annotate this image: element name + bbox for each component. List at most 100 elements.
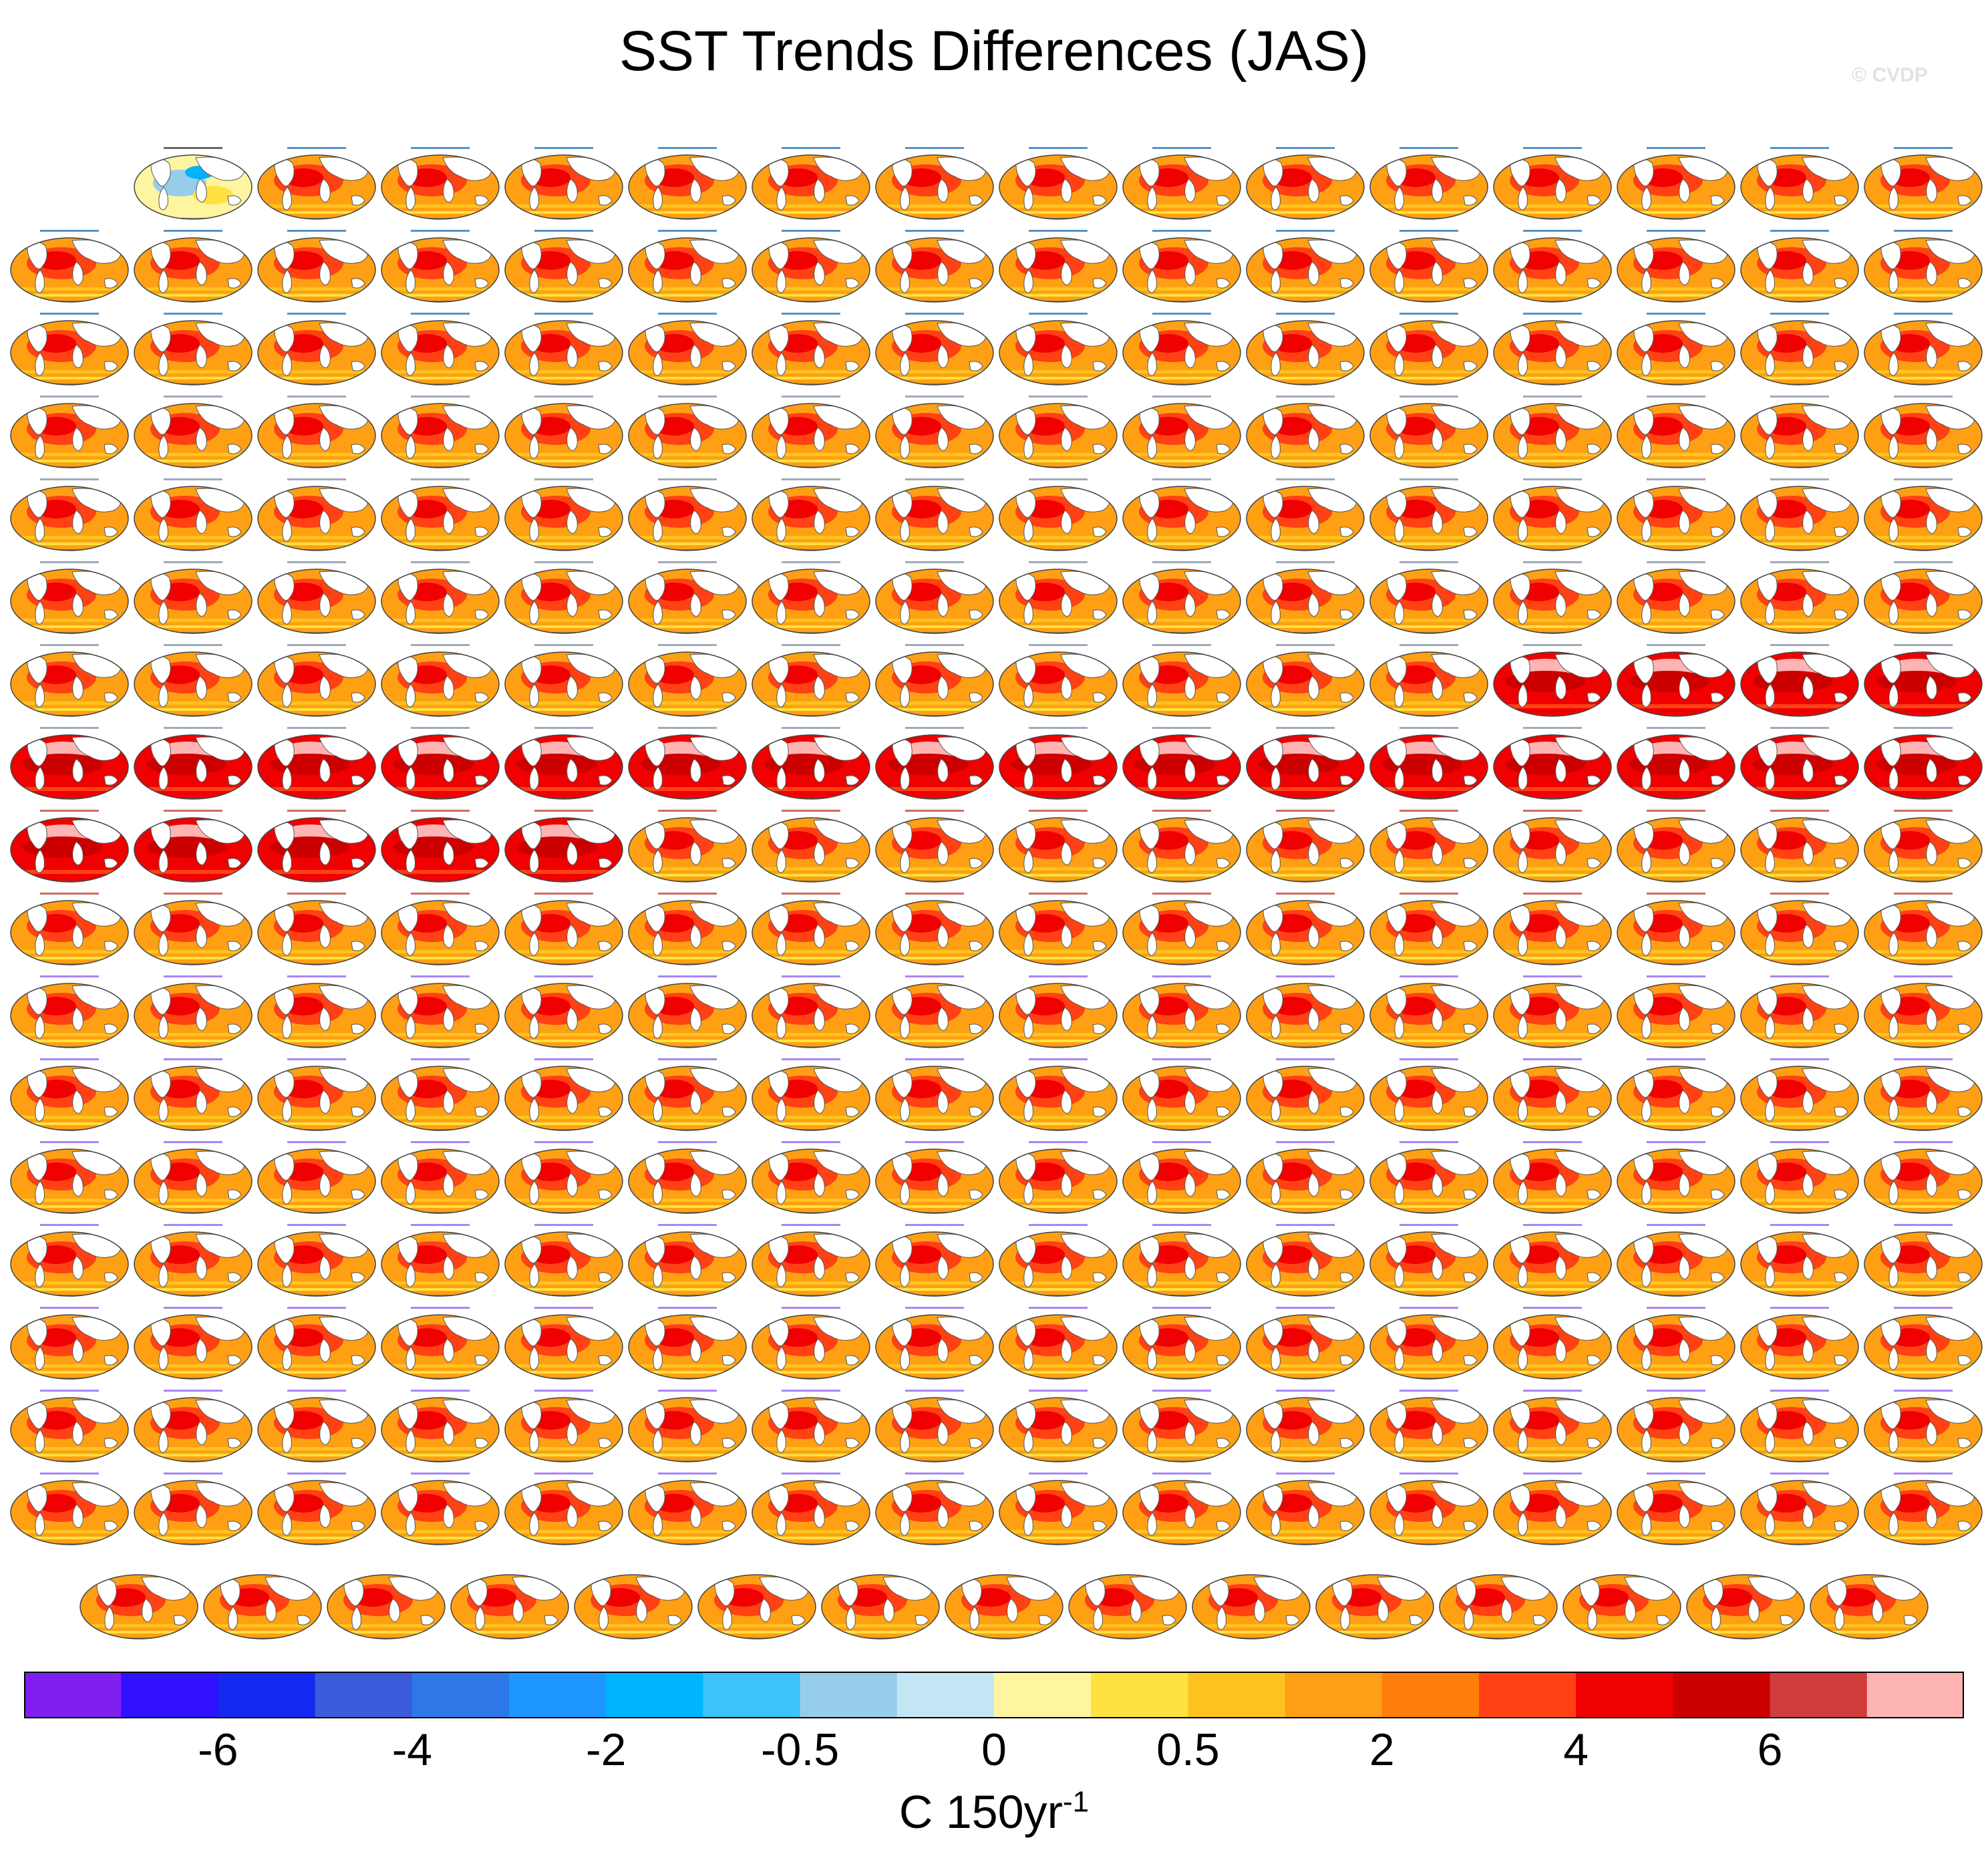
panel-title bbox=[40, 561, 99, 563]
panel-title bbox=[1399, 727, 1458, 729]
panel-title bbox=[534, 1472, 593, 1474]
panel-title bbox=[1523, 644, 1582, 646]
panel-title bbox=[658, 810, 717, 812]
panel-title bbox=[411, 313, 470, 315]
map-panel bbox=[1864, 1390, 1983, 1462]
map-panel bbox=[628, 1307, 747, 1380]
panel-title bbox=[1276, 644, 1335, 646]
map-panel bbox=[504, 893, 623, 965]
map-panel bbox=[504, 1058, 623, 1131]
map-panel bbox=[574, 1574, 693, 1640]
panel-title bbox=[782, 810, 840, 812]
panel-title bbox=[164, 561, 222, 563]
panel-title bbox=[40, 230, 99, 232]
map-panel bbox=[628, 1141, 747, 1214]
map-panel bbox=[1369, 147, 1488, 220]
map-panel bbox=[875, 478, 994, 551]
panel-title bbox=[1152, 1307, 1211, 1309]
panel-title bbox=[287, 727, 346, 729]
panel-title bbox=[1770, 313, 1829, 315]
panel-title bbox=[411, 396, 470, 398]
map-panel bbox=[1369, 1307, 1488, 1380]
panel-title bbox=[534, 1307, 593, 1309]
map-panel bbox=[381, 810, 500, 883]
panel-title bbox=[1770, 975, 1829, 977]
map-panel bbox=[1246, 975, 1365, 1048]
map-panel bbox=[752, 230, 870, 303]
panel-title bbox=[1399, 230, 1458, 232]
map-panel bbox=[999, 1058, 1118, 1131]
panel-title bbox=[164, 396, 222, 398]
panel-title bbox=[1770, 810, 1829, 812]
panel-title bbox=[1399, 313, 1458, 315]
panel-title bbox=[905, 313, 964, 315]
colorbar-swatch bbox=[1188, 1672, 1286, 1718]
panel-title bbox=[1152, 975, 1211, 977]
map-panel bbox=[134, 230, 253, 303]
colorbar-swatch bbox=[1673, 1672, 1771, 1718]
map-panel bbox=[1246, 147, 1365, 220]
map-panel bbox=[257, 1224, 376, 1297]
map-panel bbox=[1315, 1574, 1434, 1640]
map-panel-grid bbox=[10, 147, 1983, 1640]
panel-title bbox=[1770, 1058, 1829, 1060]
map-panel bbox=[1192, 1574, 1311, 1640]
map-panel bbox=[945, 1574, 1063, 1640]
panel-title bbox=[1399, 1472, 1458, 1474]
panel-title bbox=[658, 561, 717, 563]
map-panel bbox=[1369, 644, 1488, 717]
colorbar-frame bbox=[24, 1672, 1964, 1718]
map-panel bbox=[134, 561, 253, 634]
map-panel bbox=[1122, 727, 1241, 800]
panel-title bbox=[1647, 727, 1705, 729]
panel-title bbox=[287, 561, 346, 563]
map-panel bbox=[1122, 147, 1241, 220]
map-panel bbox=[1122, 478, 1241, 551]
map-panel bbox=[1122, 1058, 1241, 1131]
panel-title bbox=[411, 1224, 470, 1226]
panel-title bbox=[164, 975, 222, 977]
map-panel bbox=[1740, 810, 1859, 883]
panel-title bbox=[1029, 810, 1088, 812]
map-panel bbox=[504, 1141, 623, 1214]
colorbar-tick-label: 0.5 bbox=[1156, 1724, 1220, 1775]
panel-title bbox=[287, 1307, 346, 1309]
map-panel bbox=[1493, 975, 1612, 1048]
panel-title bbox=[534, 644, 593, 646]
map-panel bbox=[1122, 893, 1241, 965]
panel-title bbox=[1523, 975, 1582, 977]
panel-title bbox=[1523, 1058, 1582, 1060]
map-panel bbox=[381, 1141, 500, 1214]
map-panel bbox=[1740, 1472, 1859, 1545]
panel-title bbox=[658, 396, 717, 398]
map-panel bbox=[1122, 1472, 1241, 1545]
map-panel bbox=[1864, 396, 1983, 468]
map-panel bbox=[1740, 396, 1859, 468]
panel-title bbox=[164, 810, 222, 812]
map-panel bbox=[999, 1224, 1118, 1297]
map-panel bbox=[752, 1224, 870, 1297]
map-panel bbox=[1493, 1224, 1612, 1297]
map-panel bbox=[1617, 1224, 1735, 1297]
panel-title bbox=[1770, 1224, 1829, 1226]
map-panel bbox=[1493, 644, 1612, 717]
panel-title bbox=[1647, 1141, 1705, 1143]
map-panel bbox=[257, 1141, 376, 1214]
panel-title bbox=[534, 1141, 593, 1143]
map-panel bbox=[134, 1141, 253, 1214]
map-panel bbox=[1246, 396, 1365, 468]
panel-title bbox=[1399, 893, 1458, 895]
map-panel bbox=[381, 1058, 500, 1131]
panel-title bbox=[40, 396, 99, 398]
map-panel bbox=[1493, 893, 1612, 965]
map-panel bbox=[257, 478, 376, 551]
map-panel bbox=[1122, 313, 1241, 385]
map-panel bbox=[134, 1058, 253, 1131]
colorbar-swatch bbox=[994, 1672, 1092, 1718]
map-panel bbox=[1246, 1141, 1365, 1214]
panel-title bbox=[1647, 478, 1705, 480]
map-panel bbox=[1740, 313, 1859, 385]
map-panel bbox=[999, 1307, 1118, 1380]
map-panel bbox=[1864, 644, 1983, 717]
panel-title bbox=[164, 147, 222, 149]
